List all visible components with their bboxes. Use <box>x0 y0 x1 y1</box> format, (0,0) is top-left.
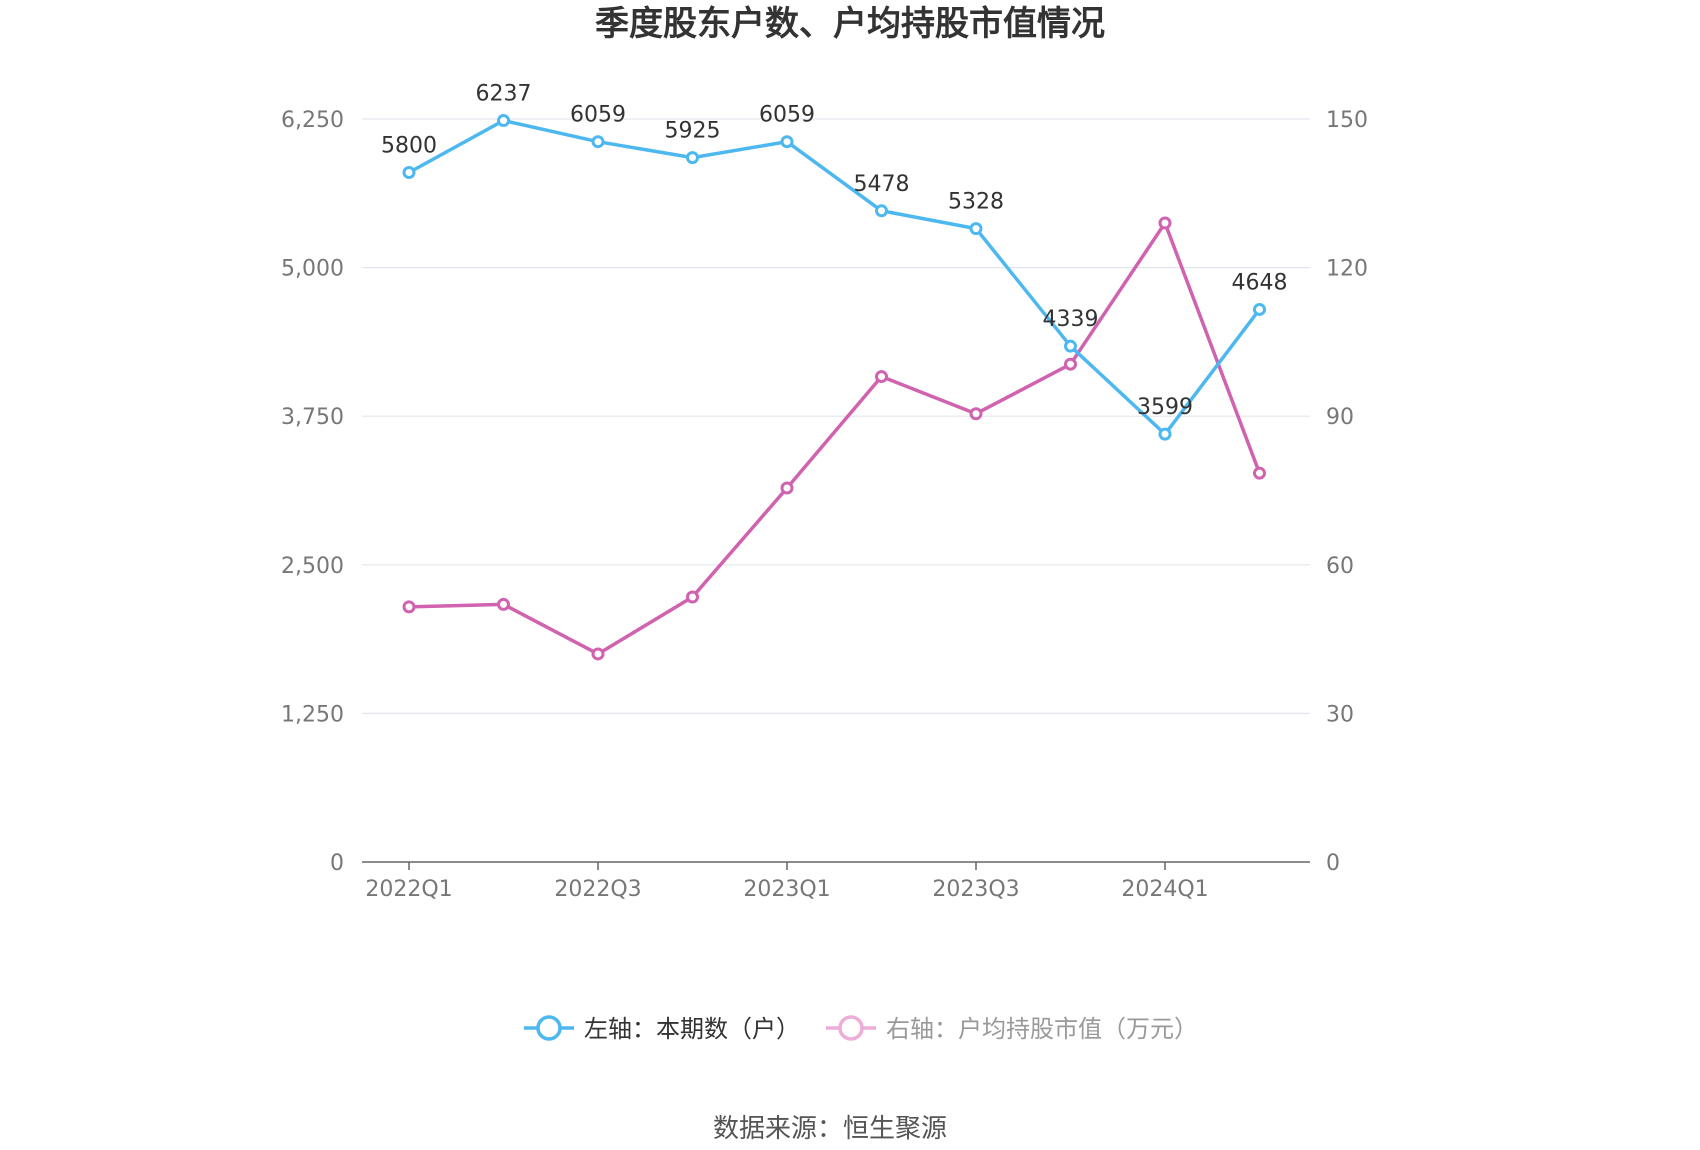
holders-point[interactable] <box>1158 427 1172 441</box>
right-tick-label: 150 <box>1326 108 1368 133</box>
chart-title: 季度股东户数、户均持股市值情况 <box>595 4 1105 44</box>
holders-point[interactable] <box>591 135 605 149</box>
series-layer <box>402 114 1266 661</box>
legend-item-avg-value[interactable]: 右轴：户均持股市值（万元） <box>826 1015 1198 1043</box>
right-tick-label: 90 <box>1326 405 1354 430</box>
left-tick-label: 2,500 <box>281 554 344 579</box>
left-tick-label: 6,250 <box>281 108 344 133</box>
avg-value-series-line <box>408 221 1262 656</box>
holders-point[interactable] <box>686 151 699 165</box>
legend-avg-value-label: 右轴：户均持股市值（万元） <box>886 1015 1198 1043</box>
right-tick-label: 0 <box>1326 851 1340 876</box>
holders-data-label: 5328 <box>948 190 1004 215</box>
holders-data-label: 6059 <box>759 103 815 128</box>
avg-value-point[interactable] <box>591 647 605 661</box>
holders-data-label: 5925 <box>665 119 721 144</box>
x-tick-label: 2023Q1 <box>743 877 830 902</box>
x-axis-ticks: 2022Q1 2022Q3 2023Q1 2023Q3 2024Q1 <box>365 862 1209 902</box>
avg-value-point[interactable] <box>969 407 983 421</box>
x-tick-label: 2022Q1 <box>365 877 452 902</box>
holders-point[interactable] <box>875 204 888 218</box>
holders-point[interactable] <box>402 165 416 179</box>
holders-point[interactable] <box>969 222 983 236</box>
right-tick-label: 120 <box>1326 257 1368 282</box>
holders-point[interactable] <box>1253 302 1266 316</box>
holders-data-label: 5478 <box>854 172 910 197</box>
left-tick-label: 1,250 <box>281 702 344 727</box>
holders-data-label: 4339 <box>1043 307 1099 332</box>
avg-value-point[interactable] <box>780 481 794 495</box>
avg-value-point[interactable] <box>875 370 888 384</box>
left-tick-label: 3,750 <box>281 405 344 430</box>
left-tick-label: 0 <box>330 851 344 876</box>
legend[interactable]: 左轴：本期数（户） 右轴：户均持股市值（万元） <box>524 1015 1198 1043</box>
holders-data-label: 6059 <box>570 103 626 128</box>
left-axis-ticks: 0 1,250 2,500 3,750 5,000 6,250 <box>281 108 344 876</box>
grid-lines <box>362 118 1310 715</box>
holders-point[interactable] <box>1064 339 1077 353</box>
avg-value-point[interactable] <box>497 597 510 611</box>
left-tick-label: 5,000 <box>281 257 344 282</box>
legend-avg-value-marker <box>838 1015 864 1041</box>
avg-value-point[interactable] <box>1064 357 1077 371</box>
legend-holders-marker <box>536 1015 562 1041</box>
holders-point[interactable] <box>780 135 794 149</box>
holders-data-label: 3599 <box>1137 395 1193 420</box>
holders-series-line <box>408 118 1261 436</box>
x-tick-label: 2024Q1 <box>1121 877 1208 902</box>
avg-value-point[interactable] <box>1158 216 1172 230</box>
source-note: 数据来源：恒生聚源 <box>713 1114 947 1144</box>
holders-data-label: 6237 <box>476 82 532 107</box>
avg-value-point[interactable] <box>402 600 416 614</box>
right-tick-label: 30 <box>1326 702 1354 727</box>
holders-data-label: 4648 <box>1232 270 1288 295</box>
data-labels: 5800 6237 6059 5925 6059 5478 5328 4339 3599 4648 <box>381 82 1288 421</box>
holders-point[interactable] <box>497 114 510 128</box>
right-tick-label: 60 <box>1326 554 1354 579</box>
x-tick-label: 2023Q3 <box>932 877 1019 902</box>
legend-item-holders[interactable]: 左轴：本期数（户） <box>524 1015 800 1043</box>
avg-value-point[interactable] <box>1253 466 1266 480</box>
avg-value-point[interactable] <box>686 590 699 604</box>
x-tick-label: 2022Q3 <box>554 877 641 902</box>
legend-holders-label: 左轴：本期数（户） <box>584 1015 800 1043</box>
holders-data-label: 5800 <box>381 133 437 158</box>
right-axis-ticks: 0 30 60 90 120 150 <box>1326 108 1368 876</box>
